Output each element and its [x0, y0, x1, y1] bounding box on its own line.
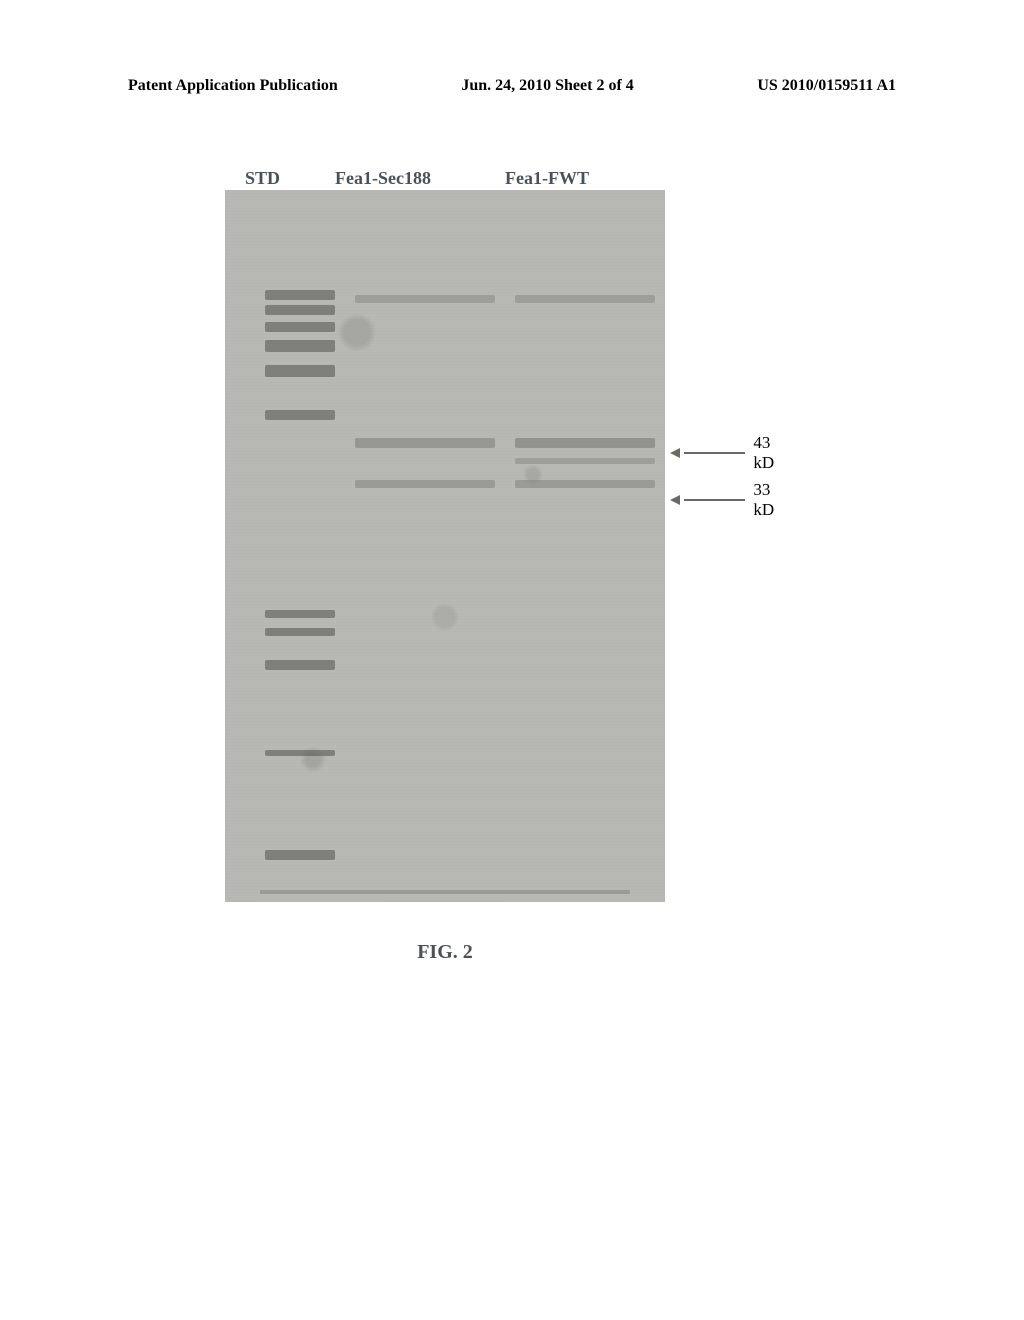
std-band [265, 290, 335, 300]
fwt-band [515, 480, 655, 488]
lane-label-std: STD [245, 168, 280, 189]
fwt-band [515, 295, 655, 303]
std-band [265, 660, 335, 670]
std-band [265, 850, 335, 860]
marker-43kd-label: 43 kD [753, 433, 787, 473]
lane-label-sec188: Fea1-Sec188 [335, 168, 431, 189]
std-band [265, 628, 335, 636]
gel-bottom-edge [260, 890, 630, 894]
sec188-band [355, 480, 495, 488]
header-publication: Patent Application Publication [128, 77, 338, 95]
arrow-line [684, 452, 745, 454]
marker-33kd: 33 kD [670, 480, 788, 520]
arrow-line [684, 499, 745, 501]
marker-43kd: 43 kD [670, 433, 788, 473]
fwt-band [515, 438, 655, 448]
gel-blot-image [225, 190, 665, 902]
fwt-lane [515, 190, 655, 902]
figure-caption: FIG. 2 [225, 941, 665, 964]
std-band [265, 610, 335, 618]
arrow-left-icon [670, 495, 680, 505]
page-header: Patent Application Publication Jun. 24, … [0, 77, 1024, 95]
std-band [265, 410, 335, 420]
std-band [265, 340, 335, 352]
std-lane [265, 190, 335, 902]
std-band [265, 365, 335, 377]
std-band [265, 750, 335, 756]
arrow-left-icon [670, 448, 680, 458]
sec188-band [355, 295, 495, 303]
marker-33kd-label: 33 kD [753, 480, 787, 520]
std-band [265, 305, 335, 315]
sec188-lane [355, 190, 495, 902]
lane-label-fwt: Fea1-FWT [505, 168, 589, 189]
header-patent-number: US 2010/0159511 A1 [757, 77, 896, 95]
fwt-band [515, 458, 655, 464]
sec188-band [355, 438, 495, 448]
header-date-sheet: Jun. 24, 2010 Sheet 2 of 4 [461, 77, 633, 95]
figure-container: STD Fea1-Sec188 Fea1-FWT 43 kD 33 kD FIG… [225, 190, 785, 902]
std-band [265, 322, 335, 332]
